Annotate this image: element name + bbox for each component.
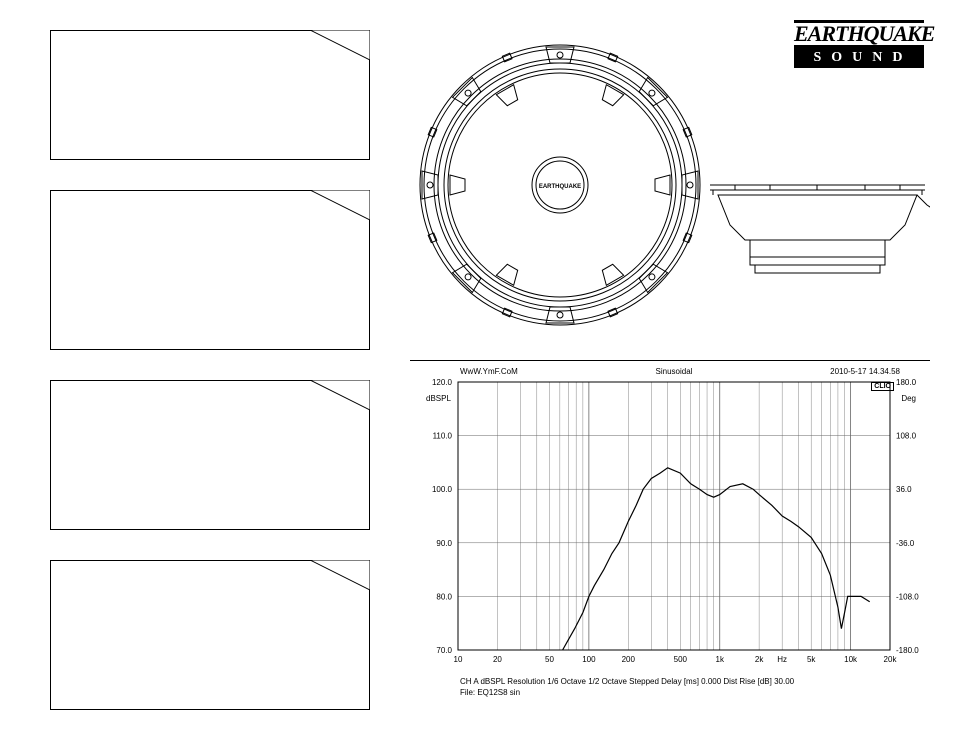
spec-panel-2 — [50, 190, 370, 350]
svg-text:110.0: 110.0 — [433, 432, 453, 441]
panel-cut-corner — [310, 30, 370, 60]
chart-header-center: Sinusoidal — [656, 367, 693, 376]
chart-svg: 70.0 -180.0 80.0 -108.0 90.0 -36.0 100.0 36.0 11… — [410, 376, 930, 676]
svg-text:120.0: 120.0 — [432, 378, 453, 387]
svg-text:-180.0: -180.0 — [896, 646, 919, 655]
y-axis-right-unit: Deg — [901, 394, 916, 403]
svg-text:200: 200 — [622, 655, 636, 664]
spec-panel-3 — [50, 380, 370, 530]
panel-cut-corner — [310, 190, 370, 220]
y-axis-left-unit: dBSPL — [426, 394, 451, 403]
svg-text:90.0: 90.0 — [436, 539, 452, 548]
chart-plot-wrap: dBSPL Deg CLIO 70.0 -180.0 80.0 -108.0 90.0 -… — [410, 376, 930, 676]
svg-text:-108.0: -108.0 — [896, 592, 919, 601]
svg-text:10k: 10k — [844, 655, 858, 664]
panel-cut-corner — [310, 560, 370, 590]
svg-text:5k: 5k — [807, 655, 816, 664]
svg-text:100.0: 100.0 — [432, 485, 453, 494]
left-column — [50, 20, 410, 718]
svg-text:-36.0: -36.0 — [896, 539, 915, 548]
frequency-response-chart: WwW.YmF.CoM Sinusoidal 2010-5-17 14.34.5… — [410, 360, 930, 698]
svg-text:500: 500 — [674, 655, 688, 664]
chart-footer: CH A dBSPL Resolution 1/6 Octave 1/2 Oct… — [410, 676, 930, 698]
spec-panel-4 — [50, 560, 370, 710]
page-root: EARTHQUAKE SOUND — [0, 0, 954, 738]
svg-text:100: 100 — [582, 655, 596, 664]
svg-text:180.0: 180.0 — [896, 378, 917, 387]
svg-text:1k: 1k — [716, 655, 725, 664]
chart-footer-line2: File: EQ12S8 sin — [460, 687, 930, 698]
chart-footer-line1: CH A dBSPL Resolution 1/6 Octave 1/2 Oct… — [460, 676, 930, 687]
svg-text:10: 10 — [454, 655, 463, 664]
svg-text:2k: 2k — [755, 655, 764, 664]
panel-cut-corner — [310, 380, 370, 410]
svg-text:20k: 20k — [884, 655, 898, 664]
svg-text:108.0: 108.0 — [896, 432, 917, 441]
chart-divider — [410, 360, 930, 361]
speaker-drawings: EARTHQUAKE — [410, 30, 930, 340]
svg-text:20: 20 — [493, 655, 502, 664]
chart-header-right: 2010-5-17 14.34.58 — [830, 367, 900, 376]
svg-text:36.0: 36.0 — [896, 485, 912, 494]
right-column: EARTHQUAKE SOUND — [410, 20, 924, 718]
spec-panel-1 — [50, 30, 370, 160]
svg-text:Hz: Hz — [777, 655, 787, 664]
svg-text:80.0: 80.0 — [436, 592, 452, 601]
svg-text:70.0: 70.0 — [436, 646, 452, 655]
svg-text:50: 50 — [545, 655, 554, 664]
clio-badge: CLIO — [871, 382, 894, 391]
speaker-center-label: EARTHQUAKE — [539, 184, 581, 190]
speaker-svg: EARTHQUAKE — [410, 30, 930, 340]
chart-header: WwW.YmF.CoM Sinusoidal 2010-5-17 14.34.5… — [410, 367, 930, 376]
chart-header-left: WwW.YmF.CoM — [460, 367, 518, 376]
